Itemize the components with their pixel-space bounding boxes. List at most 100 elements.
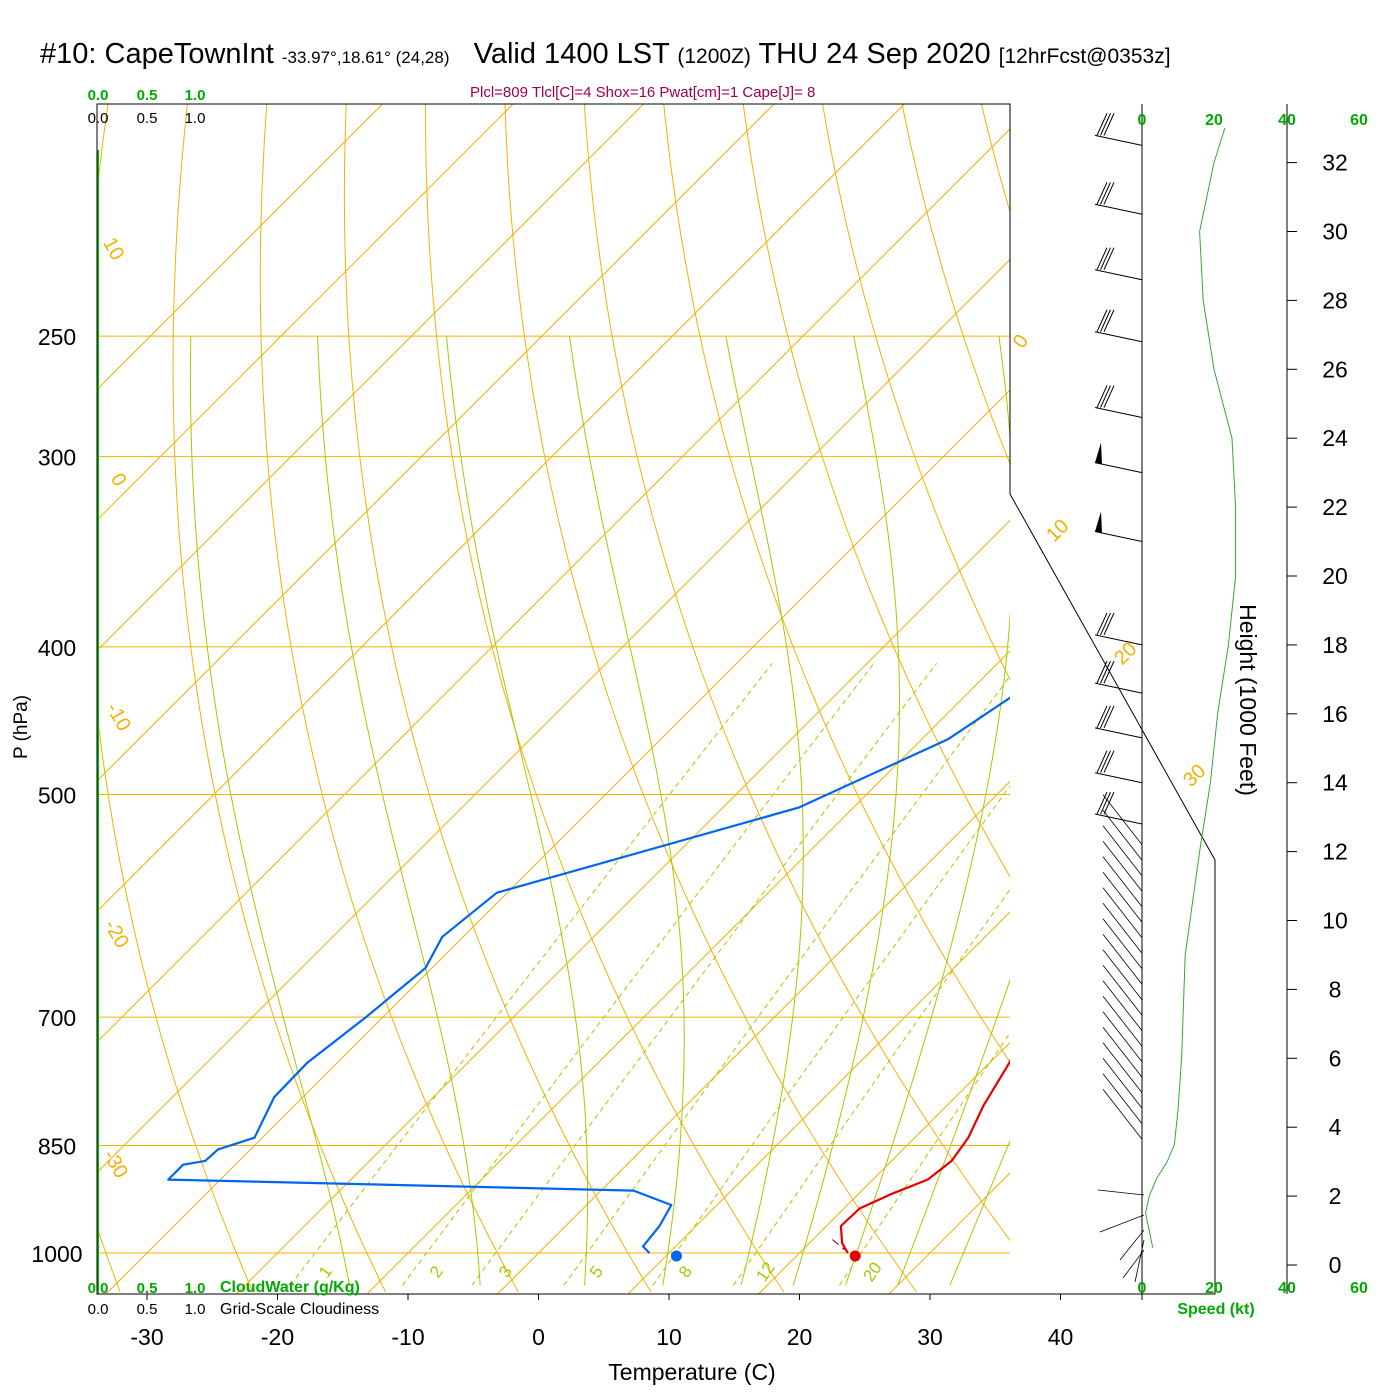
cloudiness-scale-bottom: 0.5 xyxy=(137,1301,158,1318)
speed-tick-bottom: 0 xyxy=(1138,1280,1147,1297)
moist-adiabat xyxy=(845,336,1010,1286)
height-tick-label: 10 xyxy=(1322,908,1348,934)
low-wind-barb xyxy=(1102,809,1143,861)
isotherm-label: 20 xyxy=(1110,638,1141,669)
isotherm-label: 0 xyxy=(1009,331,1033,353)
cloudwater-scale-bottom: 0.5 xyxy=(137,1280,158,1297)
cloudiness-scale-bottom: 0.0 xyxy=(88,1301,109,1318)
temperature-tick-label: -10 xyxy=(391,1324,424,1350)
height-tick-label: 26 xyxy=(1322,356,1348,382)
low-wind-barb xyxy=(1102,1011,1143,1062)
wind-barb xyxy=(1094,511,1143,543)
dry-adiabat xyxy=(425,104,785,1293)
cloudwater-scale-bottom: 0.0 xyxy=(88,1280,109,1297)
cloudwater-scale-bottom: 1.0 xyxy=(185,1280,206,1297)
barb-feather xyxy=(1096,660,1108,684)
dry-adiabat xyxy=(97,104,254,1293)
isotherm-line xyxy=(236,519,1010,1294)
barb-staff xyxy=(1094,407,1143,419)
dry-adiabat xyxy=(1140,104,1400,1292)
barb-feather xyxy=(1103,385,1115,408)
speed-tick-top: 20 xyxy=(1205,112,1223,129)
pressure-tick-label: 850 xyxy=(38,1134,76,1160)
barb-staff xyxy=(1094,462,1143,474)
wind-panel xyxy=(1094,113,1237,1283)
barb-staff xyxy=(1094,134,1143,146)
mixing-ratio-line xyxy=(839,1032,1010,1286)
low-wind-barb xyxy=(1102,1042,1143,1093)
mixing-ratio-line xyxy=(471,662,938,1286)
height-tick-label: 2 xyxy=(1329,1183,1342,1209)
barb-feather xyxy=(1096,385,1108,408)
surface-wind-barb xyxy=(1099,1214,1145,1233)
low-wind-barb xyxy=(1102,1089,1143,1140)
mixing-ratio-label: 5 xyxy=(586,1263,607,1282)
barb-feather xyxy=(1096,750,1108,773)
barb-staff xyxy=(1094,772,1143,784)
barb-flag xyxy=(1095,511,1102,534)
speed-axis-label: Speed (kt) xyxy=(1177,1301,1254,1318)
isotherm-line xyxy=(366,650,1010,1294)
wind-barb xyxy=(1094,791,1143,825)
barb-feather xyxy=(1096,791,1108,815)
wind-barb xyxy=(1094,705,1143,739)
temperature-profile xyxy=(839,1058,1010,1254)
height-tick-label: 12 xyxy=(1322,839,1348,865)
forecast-info: [12hrFcst@0353z] xyxy=(998,45,1171,68)
axis-labels: 0246810121416182022242628303200202040406… xyxy=(11,87,1368,1385)
temperature-tick-label: 30 xyxy=(917,1324,943,1350)
isotherm-line xyxy=(1020,104,1400,1294)
height-tick-label: 24 xyxy=(1322,425,1348,451)
barb-feather xyxy=(1100,182,1111,205)
mixing-ratio-label: 2 xyxy=(426,1263,447,1282)
barb-feather xyxy=(1100,612,1111,636)
wind-barb xyxy=(1094,247,1143,281)
cloudiness-scale-bottom: 1.0 xyxy=(185,1301,206,1318)
barb-feather xyxy=(1103,309,1115,332)
barb-feather xyxy=(1100,791,1111,815)
barb-feather xyxy=(1096,612,1108,636)
diagram-background xyxy=(97,104,1400,1294)
temperature-tick-label: -30 xyxy=(130,1324,163,1350)
cloudiness-scale-top: 0.5 xyxy=(137,110,158,127)
isotherm-line xyxy=(97,104,644,652)
height-tick-label: 28 xyxy=(1322,287,1348,313)
height-tick-label: 32 xyxy=(1322,150,1348,176)
isotherm-line xyxy=(1150,104,1400,1294)
height-tick-label: 30 xyxy=(1322,219,1348,245)
isotherm-label: -20 xyxy=(99,916,133,952)
cloudwater-scale-top: 0.0 xyxy=(88,87,109,104)
temperature-tick-label: 20 xyxy=(787,1324,813,1350)
speed-tick-top: 0 xyxy=(1138,112,1147,129)
isotherm-label: 10 xyxy=(1042,515,1073,546)
low-wind-barb xyxy=(1102,964,1143,1016)
cloudwater-scale-top: 1.0 xyxy=(185,87,206,104)
barb-staff xyxy=(1094,634,1143,646)
wind-speed-profile xyxy=(1145,127,1237,1248)
barb-feather xyxy=(1096,309,1108,332)
height-axis-label: Height (1000 Feet) xyxy=(1235,604,1261,796)
wind-barb xyxy=(1094,442,1143,474)
low-wind-barb xyxy=(1102,918,1143,969)
wind-barb xyxy=(1094,750,1143,784)
wind-barb xyxy=(1094,113,1143,146)
barb-feather xyxy=(1103,750,1115,773)
height-tick-label: 18 xyxy=(1322,632,1348,658)
station-name: #10: CapeTownInt xyxy=(40,38,274,70)
height-tick-label: 4 xyxy=(1329,1114,1342,1140)
pressure-tick-label: 500 xyxy=(38,783,76,809)
low-wind-barb xyxy=(1102,1027,1143,1078)
low-wind-barb xyxy=(1102,1058,1143,1109)
speed-tick-bottom: 60 xyxy=(1350,1280,1368,1297)
barb-feather xyxy=(1096,705,1108,729)
dry-adiabat xyxy=(1299,104,1400,1292)
isotherm-label: 10 xyxy=(98,234,128,264)
mixing-ratio-label: 20 xyxy=(859,1259,885,1285)
barb-staff xyxy=(1094,531,1143,543)
pressure-axis-label: P (hPa) xyxy=(11,695,32,759)
cloudiness-scale-top: 0.0 xyxy=(88,110,109,127)
speed-tick-bottom: 20 xyxy=(1205,1280,1223,1297)
mixing-ratio-line xyxy=(732,888,1010,1286)
utc-time: (1200Z) xyxy=(677,45,751,68)
temperature-tick-label: 10 xyxy=(656,1324,682,1350)
